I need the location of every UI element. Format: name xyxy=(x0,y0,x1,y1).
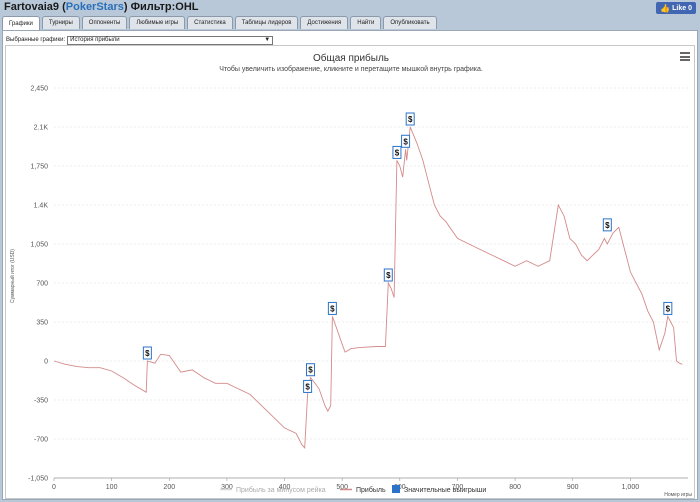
x-tick-label: 300 xyxy=(221,484,233,491)
y-axis-title: Суммарный итог (USD) xyxy=(9,249,16,303)
x-tick-label: 900 xyxy=(567,484,579,491)
svg-text:$: $ xyxy=(395,148,400,157)
tab-tournaments[interactable]: Турниры xyxy=(41,16,80,29)
tab-favorite-games[interactable]: Любимые игры xyxy=(129,16,186,29)
chart-legend: Прибыль за минусом рейка Прибыль Значитель… xyxy=(220,485,486,494)
graph-selector-row: Выбранные графики: История прибыли ▼ xyxy=(6,35,274,45)
top-bar: Fartovaia9 (PokerStars) Фильтр:OHL 👍 Lik… xyxy=(0,0,700,16)
tab-opponents[interactable]: Оппоненты xyxy=(81,16,128,29)
legend-item-net-of-rake[interactable]: Прибыль за минусом рейка xyxy=(220,486,326,494)
x-tick-label: 0 xyxy=(52,484,56,491)
tab-find[interactable]: Найти xyxy=(350,16,382,29)
site-close-paren: ) xyxy=(123,1,128,13)
graph-selector-label: Выбранные графики: xyxy=(6,37,66,43)
y-tick-label: 1,750 xyxy=(30,164,48,171)
tab-leaderboards[interactable]: Таблицы лидеров xyxy=(234,16,299,29)
significant-win-marker[interactable]: $ xyxy=(305,363,315,377)
dropdown-arrow-icon: ▼ xyxy=(264,37,271,43)
profit-chart-svg: Общая прибыль Чтобы увеличить изображени… xyxy=(9,52,692,498)
svg-text:$: $ xyxy=(330,304,335,313)
y-tick-label: 1.4K xyxy=(34,203,49,210)
profit-series-line xyxy=(53,126,683,450)
significant-win-marker[interactable]: $ xyxy=(303,379,313,393)
x-tick-label: 500 xyxy=(336,484,348,491)
tab-achievements[interactable]: Достижения xyxy=(300,16,349,29)
significant-win-marker[interactable]: $ xyxy=(602,218,612,232)
x-tick-label: 800 xyxy=(509,484,521,491)
tab-statistics[interactable]: Статистика xyxy=(187,16,233,29)
player-name: Fartovaia9 xyxy=(4,1,60,13)
facebook-like-button[interactable]: 👍 Like 0 xyxy=(656,2,696,14)
y-tick-label: 700 xyxy=(36,281,48,288)
chart-subtitle: Чтобы увеличить изображение, кликните и … xyxy=(219,65,483,73)
y-tick-label: -1,050 xyxy=(28,476,48,483)
y-tick-label: -700 xyxy=(34,437,48,444)
svg-text:$: $ xyxy=(403,137,408,146)
x-tick-label: 700 xyxy=(452,484,464,491)
graphs-panel: Выбранные графики: История прибыли ▼ Общ… xyxy=(2,30,698,500)
significant-win-marker[interactable]: $ xyxy=(383,268,393,282)
x-axis-title: Номер игры xyxy=(664,492,692,498)
y-tick-label: 1,050 xyxy=(30,242,48,249)
significant-win-marker[interactable]: $ xyxy=(142,346,152,360)
significant-win-marker[interactable]: $ xyxy=(401,134,411,148)
svg-text:$: $ xyxy=(408,115,413,124)
like-label: Like 0 xyxy=(672,4,692,12)
page-title: Fartovaia9 (PokerStars) Фильтр:OHL xyxy=(4,1,199,13)
svg-text:$: $ xyxy=(386,271,391,280)
filter-label: Фильтр:OHL xyxy=(130,1,199,13)
y-tick-label: 350 xyxy=(36,320,48,327)
svg-text:$: $ xyxy=(605,221,610,230)
site-link[interactable]: PokerStars xyxy=(65,1,124,13)
significant-win-marker[interactable]: $ xyxy=(663,301,673,315)
site-open-paren: ( xyxy=(62,1,66,13)
chart-menu-icon[interactable] xyxy=(680,52,690,61)
x-tick-label: 1,000 xyxy=(622,484,640,491)
tab-bar: Графики Турниры Оппоненты Любимые игры С… xyxy=(2,16,437,30)
profit-chart[interactable]: Общая прибыль Чтобы увеличить изображени… xyxy=(5,45,695,499)
svg-text:Прибыль за минусом рейка: Прибыль за минусом рейка xyxy=(236,486,326,494)
svg-text:$: $ xyxy=(305,382,310,391)
y-tick-label: 0 xyxy=(44,359,48,366)
svg-text:$: $ xyxy=(145,349,150,358)
y-tick-label: 2,450 xyxy=(30,86,48,93)
x-tick-label: 200 xyxy=(163,484,175,491)
chart-title: Общая прибыль xyxy=(313,52,389,64)
x-tick-label: 400 xyxy=(279,484,291,491)
svg-text:$: $ xyxy=(308,366,313,375)
graph-selector-value: История прибыли xyxy=(70,37,120,43)
significant-win-marker[interactable]: $ xyxy=(405,112,415,126)
y-tick-label: -350 xyxy=(34,398,48,405)
svg-text:Значительные выигрыши: Значительные выигрыши xyxy=(404,487,486,494)
graph-selector-dropdown[interactable]: История прибыли ▼ xyxy=(67,35,274,45)
legend-item-profit[interactable]: Прибыль xyxy=(340,486,386,494)
legend-item-significant-wins[interactable]: Значительные выигрыши xyxy=(392,485,486,494)
thumbs-up-icon: 👍 xyxy=(660,3,671,13)
x-tick-label: 100 xyxy=(106,484,118,491)
tab-publish[interactable]: Опубликовать xyxy=(383,16,437,29)
svg-text:Прибыль: Прибыль xyxy=(356,486,386,494)
svg-text:$: $ xyxy=(666,304,671,313)
y-tick-label: 2.1K xyxy=(34,125,49,132)
tab-graphs[interactable]: Графики xyxy=(2,16,40,30)
significant-win-marker[interactable]: $ xyxy=(392,145,402,159)
significant-win-marker[interactable]: $ xyxy=(327,301,337,315)
